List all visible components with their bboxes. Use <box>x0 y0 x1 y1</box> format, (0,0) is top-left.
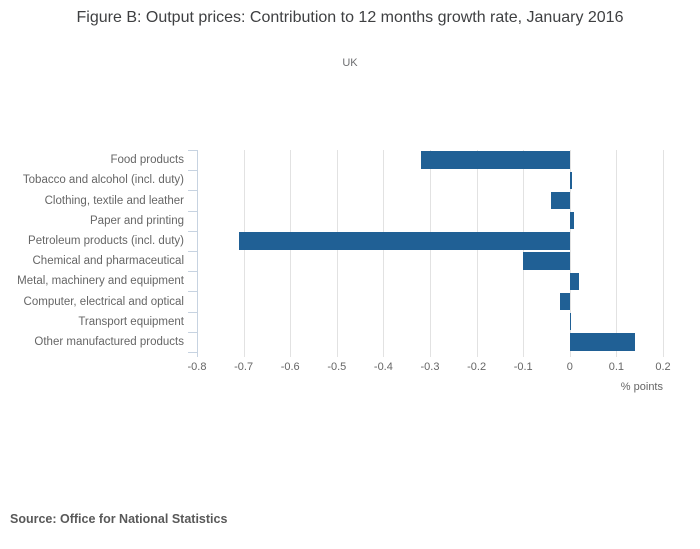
x-axis-title: % points <box>620 381 663 393</box>
x-tick-mark <box>523 352 525 357</box>
y-axis-tick <box>188 271 197 273</box>
y-axis-tick <box>188 210 197 212</box>
x-tick-label: 0.2 <box>655 361 671 373</box>
gridline <box>290 150 292 352</box>
x-tick-label: 0 <box>566 361 573 373</box>
bar[interactable] <box>238 232 570 250</box>
y-axis-tick <box>188 230 197 232</box>
x-tick-mark <box>476 352 478 357</box>
gridline <box>336 150 338 352</box>
category-label: Metal, machinery and equipment <box>17 275 184 288</box>
chart-subtitle: UK <box>342 57 358 69</box>
x-tick-mark <box>243 352 245 357</box>
y-axis-tick <box>188 311 197 313</box>
x-tick-label: -0.4 <box>373 361 393 373</box>
x-tick-mark <box>663 352 664 357</box>
bar[interactable] <box>569 171 573 190</box>
gridline <box>243 150 245 352</box>
gridline <box>616 150 618 352</box>
bar[interactable] <box>569 272 580 291</box>
gridline <box>569 150 571 352</box>
x-tick-mark <box>197 352 198 357</box>
bar[interactable] <box>560 292 570 311</box>
x-tick-label: -0.5 <box>327 361 347 373</box>
gridline <box>663 150 664 352</box>
x-tick-label: -0.7 <box>234 361 254 373</box>
x-tick-label: 0.1 <box>608 361 625 373</box>
x-tick-mark <box>430 352 431 357</box>
bar[interactable] <box>523 252 570 270</box>
category-label: Food products <box>110 154 184 167</box>
gridline <box>523 150 525 352</box>
category-label: Tobacco and alcohol (incl. duty) <box>22 174 184 187</box>
y-axis-tick <box>188 150 197 151</box>
gridline <box>476 150 478 352</box>
x-tick-label: -0.1 <box>513 361 533 373</box>
gridline <box>383 150 385 352</box>
category-label: Other manufactured products <box>34 335 184 348</box>
x-tick-mark <box>569 352 571 357</box>
x-tick-mark <box>290 352 292 357</box>
gridline <box>430 150 431 352</box>
y-axis-tick <box>188 331 197 333</box>
y-axis-tick <box>188 251 197 252</box>
x-tick-mark <box>336 352 338 357</box>
x-tick-mark <box>616 352 618 357</box>
category-label: Computer, electrical and optical <box>23 295 184 308</box>
y-axis-line <box>197 150 198 352</box>
category-label: Clothing, textile and leather <box>44 194 184 207</box>
bar[interactable] <box>569 312 572 331</box>
category-label: Petroleum products (incl. duty) <box>28 234 184 247</box>
chart-title: Figure B: Output prices: Contribution to… <box>76 9 624 26</box>
bar[interactable] <box>551 191 570 210</box>
x-tick-label: -0.8 <box>187 361 207 373</box>
y-axis-tick <box>188 170 197 172</box>
x-tick-label: -0.2 <box>467 361 487 373</box>
category-label: Transport equipment <box>78 315 184 328</box>
y-axis-tick <box>188 190 197 192</box>
bar[interactable] <box>569 333 636 351</box>
x-tick-label: -0.6 <box>280 361 300 373</box>
bar[interactable] <box>420 151 570 169</box>
x-tick-mark <box>383 352 385 357</box>
y-axis-tick <box>188 291 197 293</box>
y-axis-tick <box>188 352 197 353</box>
bar[interactable] <box>569 211 575 230</box>
category-label: Chemical and pharmaceutical <box>32 255 185 268</box>
category-label: Paper and printing <box>90 214 184 227</box>
source-note: Source: Office for National Statistics <box>10 512 228 526</box>
x-tick-label: -0.3 <box>420 361 440 373</box>
